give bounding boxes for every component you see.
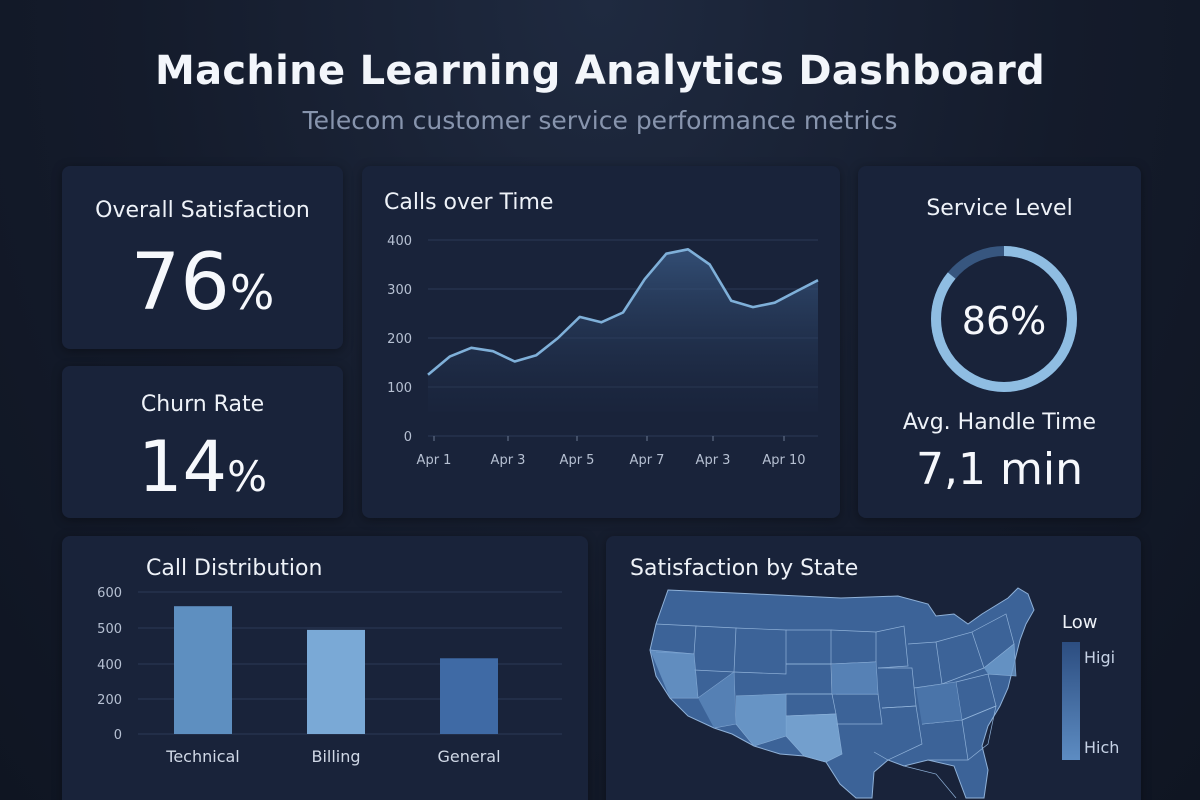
calls-line [427,248,819,376]
service-level-card: Service Level 86% Avg. Handle Time 7,1 m… [858,166,1141,518]
satisfaction-number: 76 [130,238,230,328]
call-distribution-card: Call Distribution 600 500 400 200 0 Technical… [62,536,588,800]
calls-y-tick: 100 [387,381,412,396]
distribution-chart-title: Call Distribution [146,556,323,581]
calls-y-tick: 200 [387,332,412,347]
calls-x-tick: Apr 10 [762,453,805,468]
distribution-y-tick: 0 [114,728,122,743]
calls-x-tick: Apr 7 [630,453,665,468]
distribution-y-tick: 400 [97,658,122,673]
service-level-ring-fill [931,246,1077,392]
distribution-category-label: Technical [165,747,239,766]
churn-card: Churn Rate 14% [62,366,343,518]
distribution-y-tick: 600 [97,586,122,601]
satisfaction-value: 76% [62,238,343,328]
calls-x-tick: Apr 5 [560,453,595,468]
calls-y-tick: 300 [387,283,412,298]
calls-x-tick: Apr 1 [417,453,452,468]
calls-area [428,249,818,412]
satisfaction-map-card: Satisfaction by State [606,536,1141,800]
churn-value: 14% [62,426,343,508]
call-distribution-chart: 600 500 400 200 0 Technical Billing General [97,586,562,766]
distribution-y-tick: 500 [97,622,122,637]
legend-low-label: Low [1062,612,1098,633]
service-level-label: Service Level [926,196,1073,221]
legend-high-top-label: Higі [1084,648,1116,667]
calls-chart-title: Calls over Time [384,190,554,215]
churn-label: Churn Rate [140,392,265,417]
calls-over-time-chart: 0 100 200 300 400 Apr 1 Apr 3 Apr 5 Apr 7 Apr 3 Ap… [387,234,819,468]
churn-unit: % [227,452,267,501]
calls-y-tick: 0 [404,430,412,445]
satisfaction-card: Overall Satisfaction 76% [62,166,343,349]
calls-y-tick: 400 [387,234,412,249]
distribution-bar-billing [307,629,365,734]
distribution-category-label: General [437,747,500,766]
map-title: Satisfaction by State [630,556,859,581]
churn-number: 14 [138,426,228,508]
dashboard-subtitle: Telecom customer service performance met… [302,106,898,135]
satisfaction-label: Overall Satisfaction [95,198,310,223]
distribution-y-tick: 200 [97,693,122,708]
us-state-map [649,587,1035,799]
us-state-highlights [650,644,1016,762]
distribution-bar-general [440,658,498,734]
dashboard-title: Machine Learning Analytics Dashboard [154,48,1046,94]
calls-over-time-card: Calls over Time 0 100 200 300 400 Apr 1 Apr 3 A… [362,166,840,518]
calls-x-tick: Apr 3 [491,453,526,468]
calls-x-tick: Apr 3 [696,453,731,468]
handle-time-label: Avg. Handle Time [902,410,1097,435]
satisfaction-unit: % [229,267,275,321]
distribution-category-label: Billing [311,747,360,766]
service-level-ring: 86% [931,246,1077,392]
service-level-value: 86% [962,299,1046,343]
legend-color-bar [1062,642,1080,760]
handle-time-value: 7,1 min [916,444,1083,495]
distribution-bar-technical [174,606,232,734]
legend-high-bottom-label: Hich [1084,738,1120,757]
